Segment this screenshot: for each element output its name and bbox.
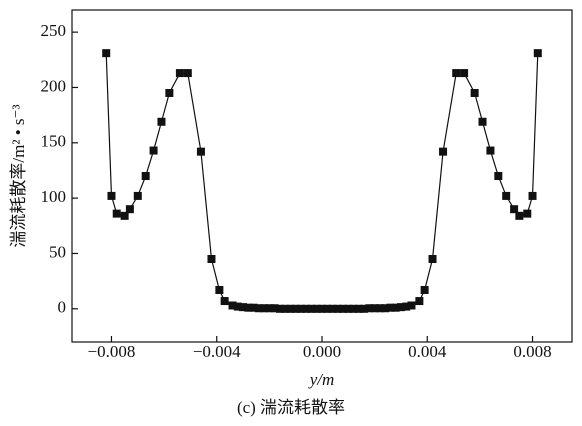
data-point [102, 49, 111, 58]
data-point [528, 191, 537, 200]
x-tick-label: −0.008 [88, 342, 136, 361]
data-point [452, 69, 461, 78]
data-point [370, 304, 379, 313]
data-point [228, 301, 237, 310]
x-tick-label: 0.004 [408, 342, 447, 361]
data-point [107, 191, 116, 200]
data-point [239, 303, 248, 312]
data-point [420, 285, 429, 294]
x-tick-label: 0.008 [513, 342, 551, 361]
data-point [428, 255, 437, 263]
data-point [533, 49, 542, 58]
data-point [391, 303, 400, 312]
data-point [141, 172, 150, 180]
y-tick-label: 0 [58, 298, 67, 317]
data-point [354, 304, 363, 313]
y-tick-label: 250 [41, 21, 67, 40]
data-point [402, 302, 411, 311]
data-point [415, 297, 424, 306]
data-point [165, 89, 174, 97]
data-point [175, 69, 184, 78]
data-point [510, 205, 519, 214]
data-point [265, 304, 274, 313]
data-point [296, 304, 305, 313]
data-point [515, 211, 524, 220]
data-point [386, 303, 395, 312]
data-point [157, 117, 166, 126]
data-point [125, 205, 134, 214]
data-point [260, 304, 269, 313]
caption: (c) 湍流耗散率 [237, 398, 345, 417]
data-point [381, 304, 390, 313]
data-point [133, 191, 142, 200]
data-point [291, 304, 300, 313]
x-tick-label: 0.000 [303, 342, 341, 361]
data-point [275, 304, 284, 313]
data-point [270, 304, 279, 313]
data-point [333, 304, 342, 313]
data-point [286, 304, 295, 313]
data-point [220, 297, 229, 306]
data-point [120, 211, 129, 220]
data-point [196, 147, 205, 156]
data-point [344, 304, 353, 313]
data-point [375, 304, 384, 313]
data-point [339, 304, 348, 313]
data-point [318, 304, 326, 313]
data-point [365, 304, 374, 313]
data-point [460, 69, 469, 78]
y-tick-label: 100 [41, 187, 67, 206]
data-point [183, 69, 192, 78]
data-point [215, 285, 224, 294]
data-point [149, 146, 158, 155]
data-point [233, 302, 242, 311]
data-point [439, 147, 448, 156]
x-tick-label: −0.004 [193, 342, 241, 361]
data-point [207, 255, 216, 263]
data-point [396, 303, 405, 312]
y-axis-label: 湍流耗散率/m² • s⁻³ [9, 104, 28, 247]
data-point [254, 304, 263, 313]
data-point [312, 304, 321, 313]
data-point [244, 303, 253, 312]
data-point [478, 117, 487, 126]
data-point [249, 303, 258, 312]
data-point [349, 304, 358, 313]
data-point [112, 209, 121, 218]
data-point [502, 191, 511, 200]
y-tick-label: 150 [41, 132, 67, 151]
data-point [470, 89, 479, 97]
data-point [307, 304, 316, 313]
data-point [494, 172, 503, 180]
data-point [328, 304, 337, 313]
y-tick-label: 50 [49, 242, 66, 261]
data-point [281, 304, 290, 313]
data-point [323, 304, 332, 313]
y-tick-label: 200 [41, 76, 67, 95]
data-point [360, 304, 369, 313]
data-point [302, 304, 311, 313]
data-point [523, 209, 532, 218]
x-axis-label: y/m [308, 370, 335, 389]
data-point [486, 146, 495, 155]
data-point [407, 301, 416, 310]
